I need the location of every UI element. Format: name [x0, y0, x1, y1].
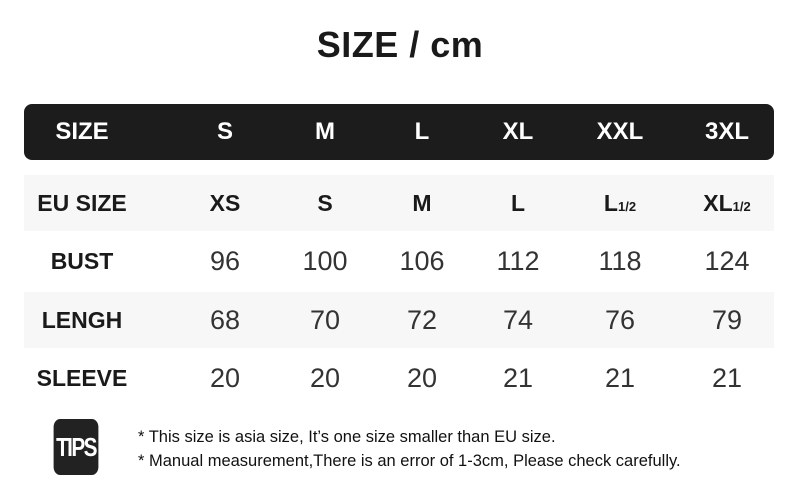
bust-cell: 106 — [399, 246, 445, 276]
header-size: 3XL — [704, 118, 749, 145]
header-size: XL — [502, 118, 534, 145]
length-cell: 72 — [406, 305, 438, 335]
size-header-row: SIZE S M L XL XXL 3XL — [24, 104, 774, 160]
page-title: SIZE / cm — [316, 24, 484, 65]
header-size: XXL — [596, 118, 644, 145]
eu-size-row: EU SIZE XS S M L L1/2 XL1/2 — [24, 175, 774, 231]
eu-size-cell: XS — [209, 190, 241, 216]
tip-note: * Manual measurement,There is an error o… — [138, 452, 681, 470]
row-label: EU SIZE — [37, 190, 127, 216]
row-label: BUST — [50, 248, 114, 274]
sleeve-cell: 21 — [604, 363, 636, 393]
length-cell: 68 — [209, 305, 241, 335]
header-size: L — [414, 118, 430, 145]
sleeve-cell: 20 — [309, 363, 341, 393]
header-size: S — [216, 118, 233, 145]
sleeve-cell: 21 — [711, 363, 743, 393]
bust-cell: 112 — [496, 246, 540, 276]
header-size: M — [315, 118, 335, 145]
length-cell: 70 — [309, 305, 341, 335]
length-row: LENGH 68 70 72 74 76 79 — [24, 292, 774, 348]
bust-cell: 100 — [302, 246, 348, 276]
bust-row: BUST 96 100 106 112 118 124 — [24, 233, 774, 289]
bust-cell: 118 — [598, 246, 642, 276]
eu-size-cell: L — [510, 190, 526, 216]
sleeve-cell: 20 — [406, 363, 438, 393]
eu-size-cell: M — [412, 190, 432, 216]
tips-icon: TIPS — [53, 419, 99, 475]
tip-note: * This size is asia size, It’s one size … — [138, 428, 556, 446]
sleeve-cell: 21 — [502, 363, 534, 393]
row-label: SLEEVE — [36, 365, 128, 391]
eu-size-cell: S — [317, 190, 333, 216]
length-cell: 76 — [604, 305, 636, 335]
eu-size-cell: XL1/2 — [703, 190, 751, 216]
length-cell: 79 — [711, 305, 743, 335]
sleeve-cell: 20 — [209, 363, 241, 393]
row-label: LENGH — [41, 307, 123, 333]
header-label: SIZE — [55, 118, 109, 145]
sleeve-row: SLEEVE 20 20 20 21 21 21 — [24, 350, 774, 406]
eu-size-cell: L1/2 — [603, 190, 637, 216]
bust-cell: 124 — [704, 246, 750, 276]
bust-cell: 96 — [209, 246, 241, 276]
length-cell: 74 — [502, 305, 534, 335]
